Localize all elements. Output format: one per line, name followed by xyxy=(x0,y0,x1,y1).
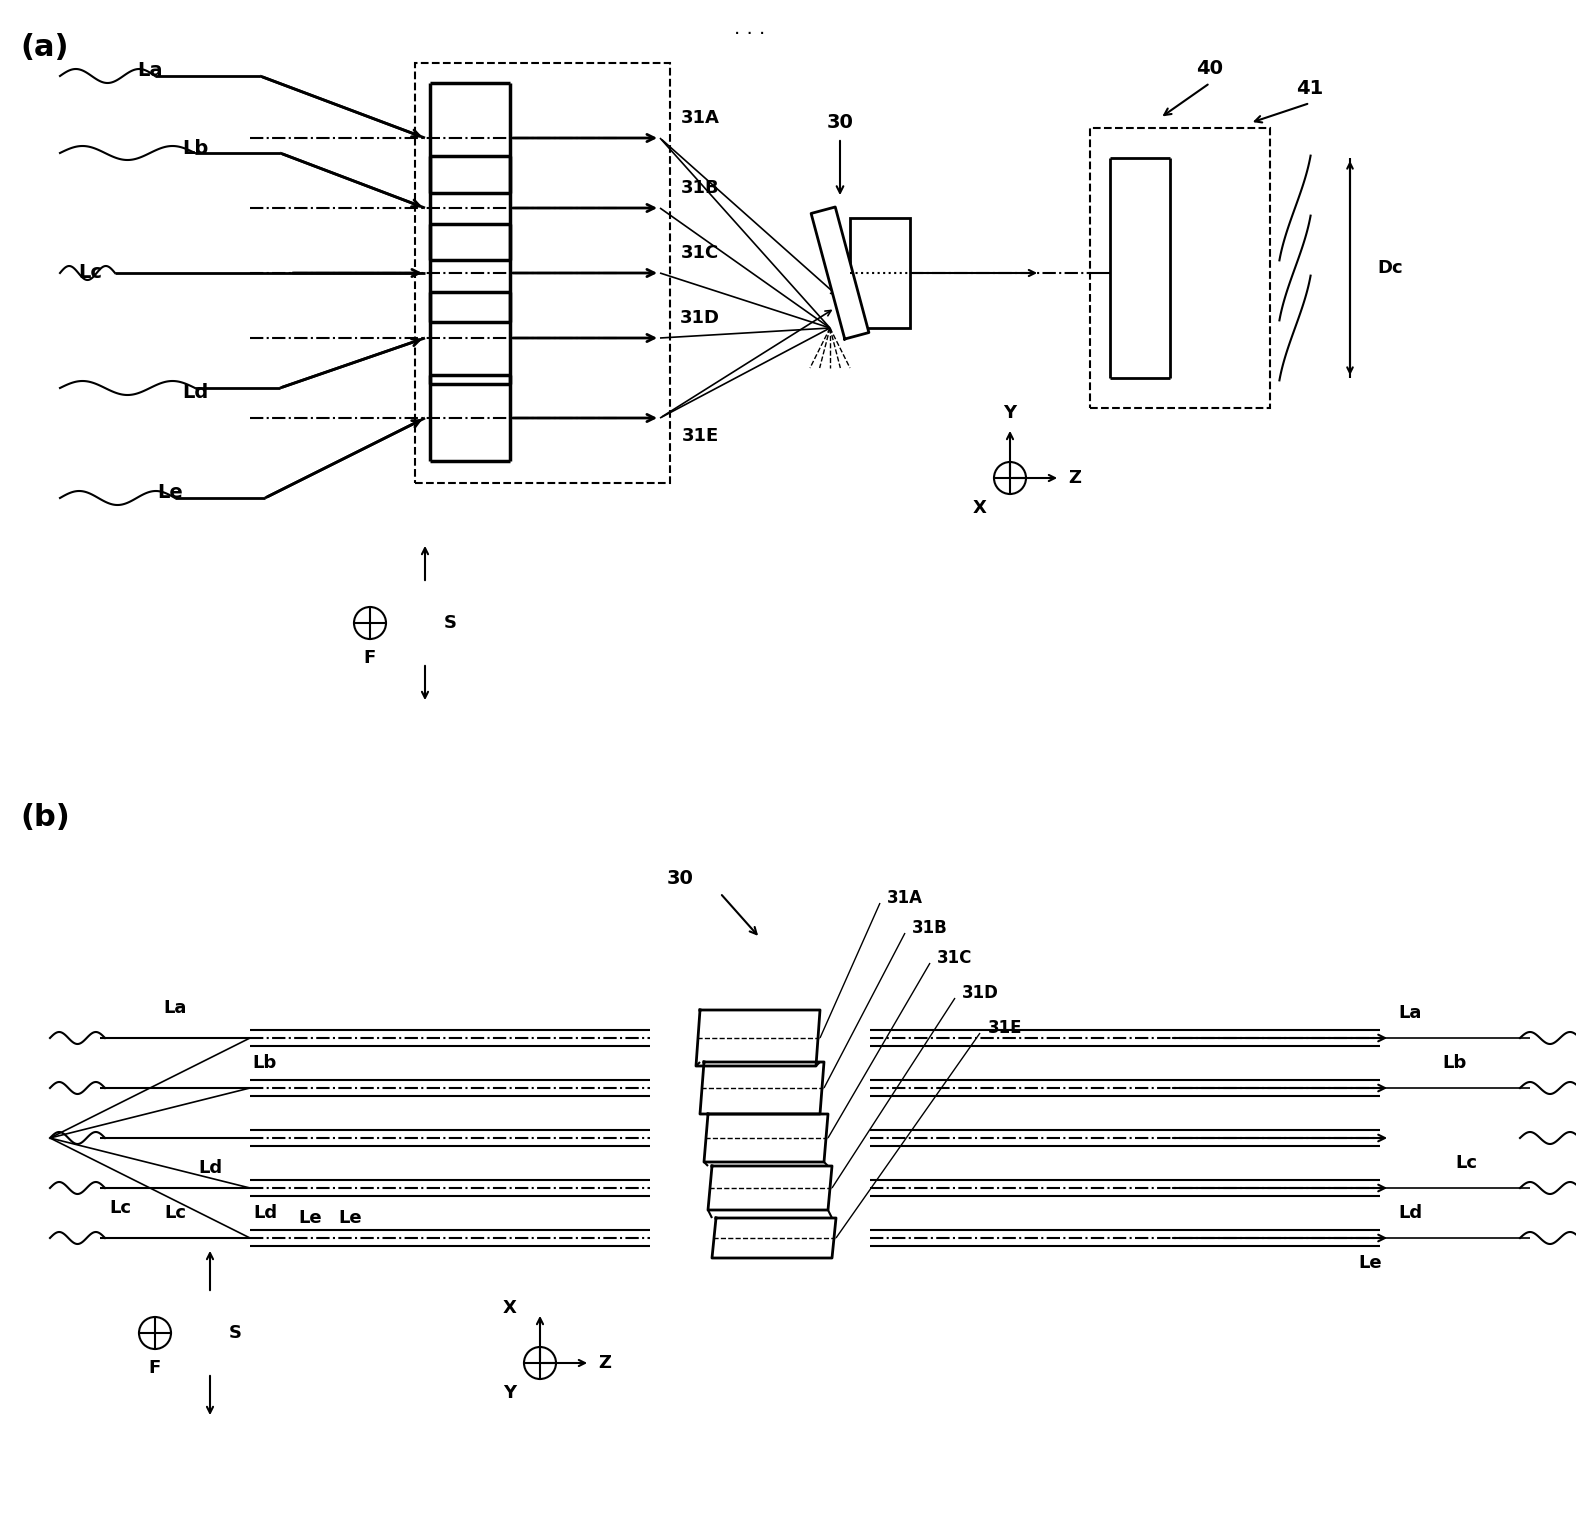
Text: 31D: 31D xyxy=(961,984,999,1001)
Text: Lc: Lc xyxy=(77,263,102,283)
Text: X: X xyxy=(503,1300,517,1317)
Text: 31D: 31D xyxy=(679,309,720,328)
Text: Y: Y xyxy=(503,1384,517,1403)
Text: S: S xyxy=(229,1324,241,1343)
Text: 40: 40 xyxy=(1196,58,1223,77)
Text: Lc: Lc xyxy=(1455,1154,1477,1172)
Text: Lc: Lc xyxy=(109,1200,131,1217)
Text: 31A: 31A xyxy=(681,109,719,128)
Bar xyxy=(1091,128,1270,408)
Text: 30: 30 xyxy=(667,869,693,887)
Text: . . .: . . . xyxy=(734,18,766,37)
Polygon shape xyxy=(712,1218,835,1258)
Polygon shape xyxy=(812,208,868,338)
Polygon shape xyxy=(704,1114,827,1163)
Text: La: La xyxy=(164,1000,186,1017)
Text: 31B: 31B xyxy=(913,920,947,937)
Text: Z: Z xyxy=(599,1353,611,1372)
Text: Ld: Ld xyxy=(181,383,208,403)
Text: La: La xyxy=(1398,1004,1422,1021)
Text: S: S xyxy=(443,614,457,632)
Text: 31E: 31E xyxy=(988,1020,1023,1037)
Text: Le: Le xyxy=(298,1209,322,1227)
Polygon shape xyxy=(700,1063,824,1114)
Text: 31C: 31C xyxy=(938,949,972,967)
Text: Lb: Lb xyxy=(181,138,208,157)
Text: Lc: Lc xyxy=(164,1204,186,1223)
Text: 31C: 31C xyxy=(681,245,719,261)
Text: F: F xyxy=(364,649,377,667)
Polygon shape xyxy=(708,1166,832,1210)
Text: Z: Z xyxy=(1069,469,1081,488)
Text: La: La xyxy=(137,60,162,80)
Text: Ld: Ld xyxy=(1398,1204,1422,1223)
Bar xyxy=(414,63,670,483)
Text: 31A: 31A xyxy=(887,889,924,907)
Text: Dc: Dc xyxy=(1377,258,1403,277)
Text: Ld: Ld xyxy=(252,1204,277,1223)
Text: Le: Le xyxy=(339,1209,362,1227)
Text: Lb: Lb xyxy=(252,1054,277,1072)
Bar xyxy=(849,218,909,328)
Text: Le: Le xyxy=(1359,1253,1382,1272)
Text: Lb: Lb xyxy=(1444,1054,1467,1072)
Text: 41: 41 xyxy=(1297,78,1324,97)
Polygon shape xyxy=(697,1010,820,1066)
Text: (a): (a) xyxy=(20,34,69,63)
Text: X: X xyxy=(972,498,987,517)
Text: Le: Le xyxy=(158,483,183,503)
Text: Ld: Ld xyxy=(199,1160,222,1177)
Text: 31E: 31E xyxy=(681,428,719,444)
Text: Y: Y xyxy=(1004,404,1017,421)
Text: 31B: 31B xyxy=(681,178,719,197)
Text: (b): (b) xyxy=(20,803,69,832)
Text: F: F xyxy=(148,1360,161,1377)
Text: 30: 30 xyxy=(826,114,854,132)
